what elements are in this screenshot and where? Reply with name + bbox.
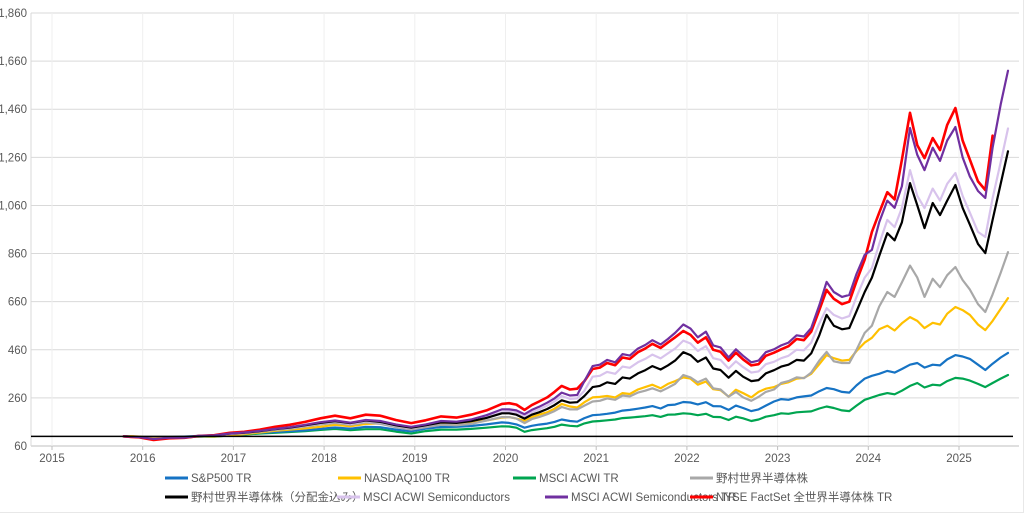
legend-label: S&P500 TR: [191, 473, 252, 485]
y-axis-tick-label: 660: [8, 297, 27, 309]
x-axis-tick-label: 2016: [130, 453, 156, 465]
x-axis-tick-label: 2019: [402, 453, 428, 465]
x-axis-tick-label: 2024: [856, 453, 882, 465]
series-line--: [122, 251, 1010, 441]
x-axis-tick-label: 2018: [311, 453, 337, 465]
legend-label: MSCI ACWI TR: [539, 473, 619, 485]
y-axis-tick-label: 1,060: [0, 200, 27, 212]
legend-label: 野村世界半導体株: [716, 471, 808, 485]
x-axis-tick-label: 2015: [39, 453, 65, 465]
legend: S&P500 TR NASDAQ100 TR MSCI ACWI TR 野村世界半導体…: [165, 471, 892, 504]
legend-label: NYSE FactSet 全世界半導体株 TR: [716, 490, 892, 504]
y-axis-tick-label: 1,860: [0, 8, 27, 20]
legend-item: MSCI ACWI TR: [513, 473, 619, 485]
legend-label: MSCI ACWI Semiconductors: [363, 492, 510, 504]
gridlines: [30, 12, 1019, 450]
legend-item: MSCI ACWI Semiconductors: [337, 492, 510, 504]
y-axis-tick-label: 260: [8, 393, 27, 405]
series-line-s-p500-tr: [122, 351, 1010, 440]
series-line-msci-acwi-tr: [122, 373, 1010, 440]
series-line-msci-acwi-semiconductors-tr: [122, 69, 1010, 441]
series-line-nasdaq100-tr: [122, 297, 1010, 440]
legend-label: MSCI ACWI Semiconductors TR: [571, 492, 736, 504]
series-line-msci-acwi-semiconductors: [122, 127, 1010, 441]
y-axis-tick-label: 1,260: [0, 152, 27, 164]
x-axis-tick-label: 2025: [946, 453, 972, 465]
series-line-nyse-factset-tr: [122, 106, 994, 442]
x-axis-tick-label: 2022: [674, 453, 700, 465]
legend-item: NASDAQ100 TR: [338, 473, 450, 485]
y-axis-labels: 60 260 460 660 860 1,060 1,260 1,460 1,660 1,860: [0, 8, 27, 453]
x-axis-tick-label: 2023: [765, 453, 791, 465]
x-axis-tick-label: 2021: [583, 453, 609, 465]
x-axis-tick-label: 2020: [493, 453, 519, 465]
legend-item: 野村世界半導体株（分配金込み）: [165, 490, 364, 504]
x-axis-tick-label: 2017: [221, 453, 247, 465]
y-axis-tick-label: 1,660: [0, 56, 27, 68]
legend-item: 野村世界半導体株: [690, 471, 808, 485]
legend-label: 野村世界半導体株（分配金込み）: [191, 490, 364, 504]
y-axis-tick-label: 860: [8, 249, 27, 261]
y-axis-tick-label: 460: [8, 345, 27, 357]
series-lines: [122, 69, 1010, 442]
x-axis-labels: 2015 2016 2017 2018 2019 2020 2021 2022 2023 2024…: [39, 453, 972, 465]
legend-item: MSCI ACWI Semiconductors TR: [545, 492, 736, 504]
y-axis-tick-label: 60: [14, 441, 27, 453]
legend-item: S&P500 TR: [165, 473, 252, 485]
legend-item: NYSE FactSet 全世界半導体株 TR: [690, 490, 892, 504]
y-axis-tick-label: 1,460: [0, 104, 27, 116]
legend-label: NASDAQ100 TR: [364, 473, 450, 485]
